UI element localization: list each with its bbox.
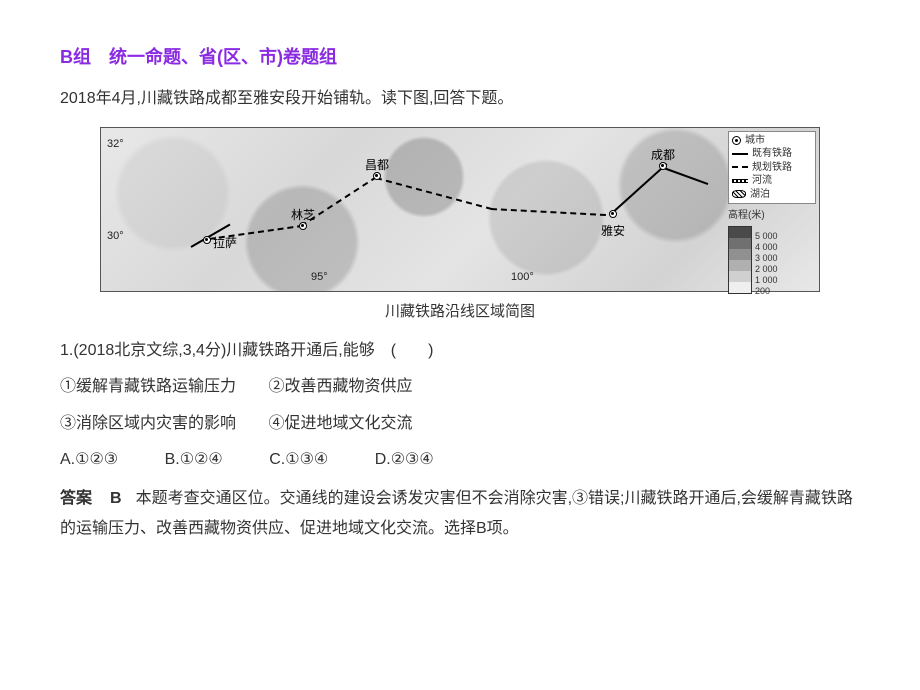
legend-planned-icon bbox=[732, 166, 748, 168]
sub-1: ①缓解青藏铁路运输压力 bbox=[60, 378, 236, 395]
map-legend: 城市 既有铁路 规划铁路 河流 湖泊 bbox=[728, 131, 816, 205]
legend-river: 河流 bbox=[752, 174, 772, 188]
intro-text: 2018年4月,川藏铁路成都至雅安段开始铺轨。读下图,回答下题。 bbox=[60, 84, 860, 114]
elev-step bbox=[729, 249, 751, 260]
map-figure: 32° 30° 95° 100° 拉萨 林芝 昌都 雅安 成都 城市 既有铁路 … bbox=[100, 127, 820, 292]
rail-planned-3 bbox=[376, 177, 492, 210]
choice-d: D.②③④ bbox=[375, 451, 434, 468]
question-source: 1.(2018北京文综,3,4分) bbox=[60, 342, 226, 359]
choice-b: B.①②④ bbox=[165, 451, 223, 468]
city-yaan: 雅安 bbox=[601, 220, 625, 243]
city-chengdu: 成都 bbox=[651, 144, 675, 167]
answer-label: 答案 bbox=[60, 490, 92, 507]
answer-explanation: 本题考查交通区位。交通线的建设会诱发灾害但不会消除灾害,③错误;川藏铁路开通后,… bbox=[60, 490, 853, 537]
legend-lake-icon bbox=[732, 190, 746, 198]
rail-planned-4 bbox=[491, 208, 616, 217]
answer-block: 答案 B本题考查交通区位。交通线的建设会诱发灾害但不会消除灾害,③错误;川藏铁路开… bbox=[60, 484, 860, 545]
sub-4: ④促进地域文化交流 bbox=[268, 415, 412, 432]
section-title: B组 统一命题、省(区、市)卷题组 bbox=[60, 40, 860, 74]
elev-step bbox=[729, 260, 751, 271]
elev-step bbox=[729, 238, 751, 249]
elevation-legend: 高程(米) 5 0004 0003 0002 0001 000200 bbox=[728, 206, 816, 297]
lat-30: 30° bbox=[107, 226, 124, 247]
city-lhasa: 拉萨 bbox=[213, 232, 237, 255]
elev-label: 3 000 bbox=[755, 253, 778, 264]
elev-label: 4 000 bbox=[755, 242, 778, 253]
choice-c: C.①③④ bbox=[269, 451, 328, 468]
legend-river-icon bbox=[732, 179, 748, 183]
lon-100: 100° bbox=[511, 267, 534, 288]
elev-label: 1 000 bbox=[755, 275, 778, 286]
sub-options-row1: ①缓解青藏铁路运输压力 ②改善西藏物资供应 bbox=[60, 372, 860, 402]
legend-planned: 规划铁路 bbox=[752, 161, 792, 175]
elev-label: 5 000 bbox=[755, 231, 778, 242]
legend-existing: 既有铁路 bbox=[752, 147, 792, 161]
map-container: 32° 30° 95° 100° 拉萨 林芝 昌都 雅安 成都 城市 既有铁路 … bbox=[60, 127, 860, 292]
answer-key: B bbox=[110, 490, 122, 507]
map-caption: 川藏铁路沿线区域简图 bbox=[60, 298, 860, 327]
answer-choices: A.①②③ B.①②④ C.①③④ D.②③④ bbox=[60, 445, 860, 475]
legend-existing-icon bbox=[732, 153, 748, 155]
elev-step bbox=[729, 271, 751, 282]
rail-existing-2 bbox=[610, 163, 667, 215]
legend-lake: 湖泊 bbox=[750, 188, 770, 202]
lon-95: 95° bbox=[311, 267, 328, 288]
elev-step bbox=[729, 282, 751, 293]
city-dot-lhasa bbox=[203, 236, 211, 244]
city-linzhi: 林芝 bbox=[291, 204, 315, 227]
choice-a: A.①②③ bbox=[60, 451, 118, 468]
city-changdu: 昌都 bbox=[365, 154, 389, 177]
sub-options-row2: ③消除区域内灾害的影响 ④促进地域文化交流 bbox=[60, 409, 860, 439]
elev-label: 200 bbox=[755, 286, 778, 297]
legend-city-icon bbox=[732, 136, 741, 145]
elev-label: 2 000 bbox=[755, 264, 778, 275]
sub-3: ③消除区域内灾害的影响 bbox=[60, 415, 236, 432]
question-text: 川藏铁路开通后,能够 ( ) bbox=[226, 342, 433, 359]
rail-existing-3 bbox=[661, 166, 709, 185]
sub-2: ②改善西藏物资供应 bbox=[268, 378, 412, 395]
city-dot-yaan bbox=[609, 210, 617, 218]
question-stem: 1.(2018北京文综,3,4分)川藏铁路开通后,能够 ( ) bbox=[60, 336, 860, 366]
legend-city: 城市 bbox=[745, 134, 765, 148]
elevation-bar bbox=[728, 226, 752, 294]
elevation-labels: 5 0004 0003 0002 0001 000200 bbox=[755, 226, 778, 297]
elev-step bbox=[729, 227, 751, 238]
lat-32: 32° bbox=[107, 134, 124, 155]
elevation-title: 高程(米) bbox=[728, 206, 816, 225]
